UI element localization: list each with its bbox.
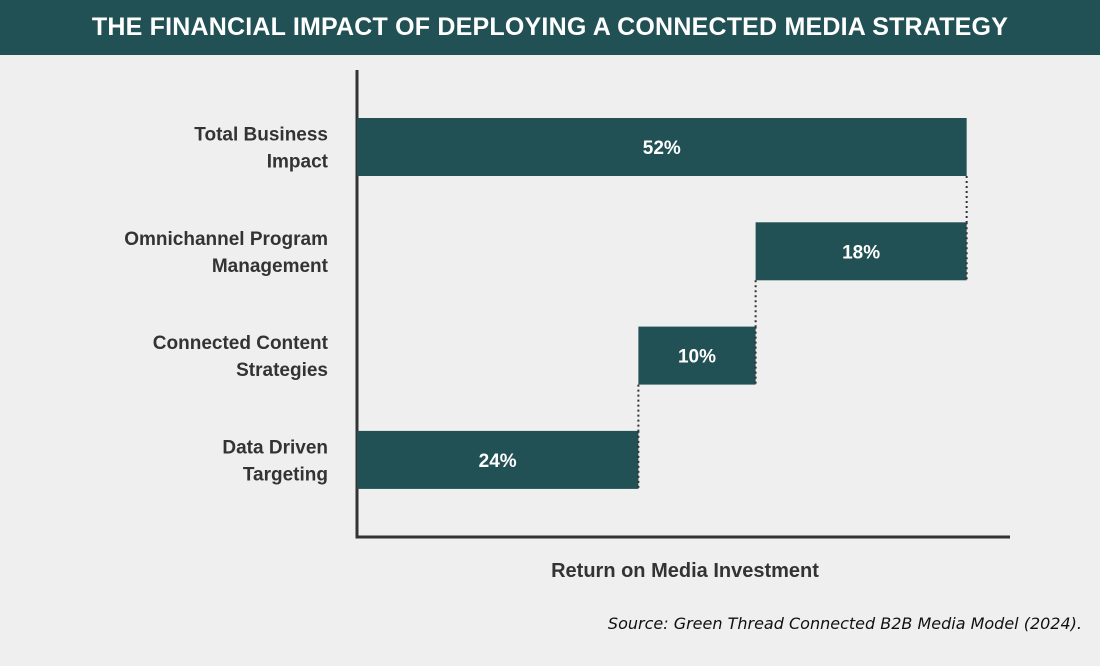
category-label: Total Business <box>194 125 328 146</box>
bar-1 <box>755 222 967 281</box>
bar-value-label: 24% <box>479 451 517 472</box>
source-note: Source: Green Thread Connected B2B Media… <box>607 614 1082 633</box>
x-axis-title: Return on Media Investment <box>551 560 819 582</box>
category-label: Connected Content <box>153 333 329 354</box>
chart-title: THE FINANCIAL IMPACT OF DEPLOYING A CONN… <box>0 0 1100 55</box>
category-label: Data Driven <box>222 437 328 458</box>
category-label: Strategies <box>236 360 328 381</box>
category-label: Management <box>212 256 329 277</box>
bar-3 <box>357 430 639 489</box>
bar-value-label: 10% <box>678 347 716 368</box>
category-label: Targeting <box>243 464 328 485</box>
bar-value-label: 18% <box>842 242 880 263</box>
bar-0 <box>357 118 967 176</box>
category-label: Omnichannel Program <box>124 229 328 250</box>
bar-value-label: 52% <box>643 138 681 159</box>
category-label: Impact <box>267 152 329 173</box>
bar-2 <box>638 326 756 385</box>
